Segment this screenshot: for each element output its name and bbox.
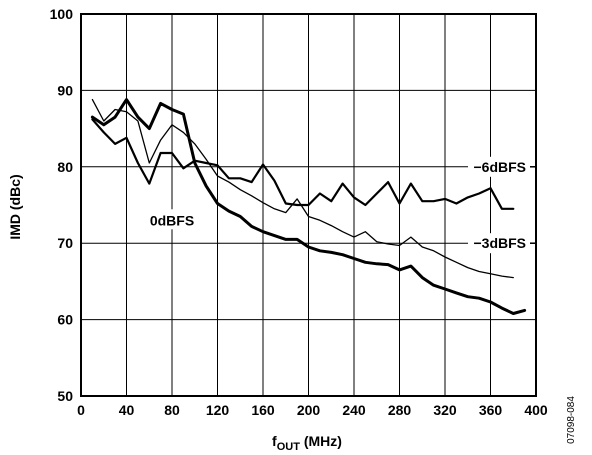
x-tick-label-160: 160 <box>251 402 275 418</box>
x-tick-label-120: 120 <box>206 402 230 418</box>
series-line-0dbfs <box>90 98 527 315</box>
x-axis-label-main: f <box>272 433 277 449</box>
x-axis-label-unit: (MHz) <box>300 433 342 449</box>
annotation-3dbfs-background <box>468 233 530 254</box>
x-axis-label-subscript: OUT <box>277 441 301 453</box>
series-line-6dbfs <box>91 118 515 210</box>
y-tick-labels: 50 60 70 80 90 100 <box>50 6 74 404</box>
x-tick-labels: 0 40 80 120 160 200 240 280 320 360 400 <box>77 402 548 418</box>
x-tick-label-240: 240 <box>342 402 366 418</box>
series-lines <box>90 98 527 315</box>
annotation-0dbfs-background <box>142 209 200 230</box>
x-tick-label-80: 80 <box>164 402 180 418</box>
annotations: −6dBFS −3dBFS 0dBFS <box>142 156 536 254</box>
x-axis-label: fOUT (MHz) <box>272 433 342 453</box>
x-tick-label-320: 320 <box>433 402 457 418</box>
annotation-6dbfs: −6dBFS <box>473 159 526 175</box>
series-line-3dbfs <box>91 98 514 279</box>
x-tick-label-200: 200 <box>297 402 321 418</box>
plot-frame <box>80 13 537 397</box>
y-tick-label-70: 70 <box>57 235 73 251</box>
x-tick-label-40: 40 <box>119 402 135 418</box>
y-axis-label: IMD (dBc) <box>7 174 23 239</box>
figure-id: 07098-084 <box>566 396 577 444</box>
y-tick-label-60: 60 <box>57 312 73 328</box>
annotation-0dbfs: 0dBFS <box>150 212 194 228</box>
y-tick-label-80: 80 <box>57 159 73 175</box>
y-tick-label-50: 50 <box>57 388 73 404</box>
annotation-6dbfs-background <box>468 156 530 177</box>
x-tick-label-360: 360 <box>479 402 503 418</box>
x-tick-label-400: 400 <box>524 402 548 418</box>
annotation-3dbfs: −3dBFS <box>473 235 526 251</box>
x-tick-label-280: 280 <box>388 402 412 418</box>
x-tick-label-0: 0 <box>77 402 85 418</box>
y-tick-label-100: 100 <box>50 6 74 22</box>
y-tick-label-90: 90 <box>57 82 73 98</box>
